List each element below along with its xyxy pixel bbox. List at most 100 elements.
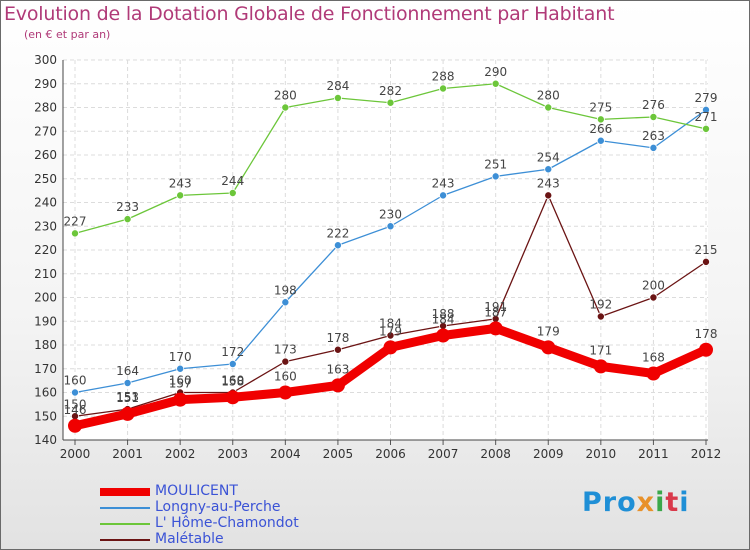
data-label-moulicent: 179 — [537, 324, 560, 338]
data-label-moulicent: 160 — [274, 370, 297, 384]
data-point-maletable — [649, 293, 658, 302]
data-point-l-home-chamondot — [544, 103, 553, 112]
y-tick-label: 300 — [34, 53, 57, 67]
y-tick-label: 230 — [34, 219, 57, 233]
data-point-moulicent — [593, 359, 608, 374]
data-point-l-home-chamondot — [176, 191, 185, 200]
data-label-l-home-chamondot: 282 — [379, 84, 402, 98]
y-tick-label: 240 — [34, 196, 57, 210]
data-label-maletable: 192 — [589, 298, 612, 312]
line-chart: 140 150 160 170 180 190 200 210 220 230 240 250 260 2… — [34, 53, 722, 461]
data-label-maletable: 160 — [169, 374, 192, 388]
data-label-longny-au-perche: 170 — [169, 350, 192, 364]
data-point-longny-au-perche — [123, 378, 132, 387]
data-label-longny-au-perche: 160 — [64, 374, 87, 388]
data-label-l-home-chamondot: 233 — [116, 200, 139, 214]
x-tick-label: 2006 — [375, 447, 406, 461]
y-tick-label: 140 — [34, 433, 57, 447]
data-label-maletable: 184 — [379, 317, 402, 331]
data-point-moulicent — [330, 378, 345, 393]
data-label-l-home-chamondot: 284 — [326, 79, 349, 93]
data-label-longny-au-perche: 243 — [432, 176, 455, 190]
data-label-longny-au-perche: 251 — [484, 157, 507, 171]
legend-label: Longny-au-Perche — [155, 499, 281, 515]
legend-label: Malétable — [155, 531, 224, 547]
data-point-longny-au-perche — [386, 222, 395, 231]
data-point-longny-au-perche — [439, 191, 448, 200]
data-label-maletable: 188 — [432, 307, 455, 321]
data-label-longny-au-perche: 172 — [221, 345, 244, 359]
y-tick-label: 160 — [34, 386, 57, 400]
y-tick-label: 260 — [34, 148, 57, 162]
data-point-moulicent — [120, 406, 135, 421]
data-point-longny-au-perche — [596, 136, 605, 145]
data-label-maletable: 215 — [695, 243, 718, 257]
data-label-moulicent: 157 — [169, 377, 192, 391]
y-tick-label: 270 — [34, 124, 57, 138]
data-point-longny-au-perche — [491, 172, 500, 181]
data-point-l-home-chamondot — [228, 188, 237, 197]
data-label-moulicent: 187 — [484, 305, 507, 319]
data-point-maletable — [596, 312, 605, 321]
y-tick-label: 250 — [34, 172, 57, 186]
y-tick-label: 180 — [34, 338, 57, 352]
data-label-l-home-chamondot: 275 — [589, 100, 612, 114]
data-label-moulicent: 163 — [326, 362, 349, 376]
data-point-moulicent — [488, 321, 503, 336]
data-label-moulicent: 184 — [432, 313, 455, 327]
data-point-l-home-chamondot — [386, 98, 395, 107]
x-tick-label: 2002 — [165, 447, 196, 461]
y-tick-label: 170 — [34, 362, 57, 376]
y-tick-label: 290 — [34, 77, 57, 91]
data-point-longny-au-perche — [228, 359, 237, 368]
legend-swatch — [100, 507, 150, 509]
data-point-l-home-chamondot — [71, 229, 80, 238]
chart-subtitle: (en € et par an) — [24, 28, 111, 41]
x-tick-label: 2003 — [217, 447, 248, 461]
data-point-moulicent — [541, 340, 556, 355]
x-tick-label: 2004 — [270, 447, 301, 461]
data-point-longny-au-perche — [71, 388, 80, 397]
data-label-longny-au-perche: 198 — [274, 283, 297, 297]
data-label-l-home-chamondot: 288 — [432, 70, 455, 84]
x-tick-label: 2012 — [691, 447, 722, 461]
y-tick-label: 200 — [34, 291, 57, 305]
data-point-moulicent — [68, 418, 82, 433]
data-point-l-home-chamondot — [491, 79, 500, 88]
data-point-moulicent — [173, 392, 188, 407]
data-label-maletable: 150 — [64, 397, 87, 411]
data-label-l-home-chamondot: 244 — [221, 174, 244, 188]
data-label-l-home-chamondot: 243 — [169, 176, 192, 190]
data-label-l-home-chamondot: 280 — [274, 89, 297, 103]
data-label-l-home-chamondot: 280 — [537, 89, 560, 103]
data-point-maletable — [702, 257, 711, 266]
data-point-moulicent — [646, 366, 661, 381]
data-point-maletable — [386, 331, 395, 340]
x-tick-label: 2007 — [428, 447, 459, 461]
data-label-maletable: 178 — [326, 331, 349, 345]
data-label-l-home-chamondot: 271 — [695, 110, 718, 124]
data-label-moulicent: 158 — [221, 374, 244, 388]
data-label-l-home-chamondot: 227 — [64, 214, 87, 228]
data-label-moulicent: 146 — [64, 403, 87, 417]
data-label-longny-au-perche: 254 — [537, 150, 560, 164]
legend-swatch — [100, 523, 150, 525]
legend-swatch — [100, 488, 150, 496]
data-label-maletable: 173 — [274, 343, 297, 357]
data-label-maletable: 200 — [642, 279, 665, 293]
y-tick-label: 150 — [34, 409, 57, 423]
data-point-moulicent — [278, 385, 293, 400]
x-tick-label: 2010 — [586, 447, 617, 461]
data-point-l-home-chamondot — [281, 103, 290, 112]
data-label-longny-au-perche: 222 — [326, 226, 349, 240]
data-point-longny-au-perche — [649, 143, 658, 152]
data-point-longny-au-perche — [544, 165, 553, 174]
x-tick-label: 2011 — [638, 447, 669, 461]
chart-title: Evolution de la Dotation Globale de Fonc… — [4, 3, 615, 25]
data-label-longny-au-perche: 266 — [589, 122, 612, 136]
data-point-l-home-chamondot — [702, 124, 711, 133]
data-point-l-home-chamondot — [649, 113, 658, 122]
data-label-l-home-chamondot: 290 — [484, 65, 507, 79]
data-label-moulicent: 178 — [695, 327, 718, 341]
data-label-maletable: 160 — [221, 374, 244, 388]
